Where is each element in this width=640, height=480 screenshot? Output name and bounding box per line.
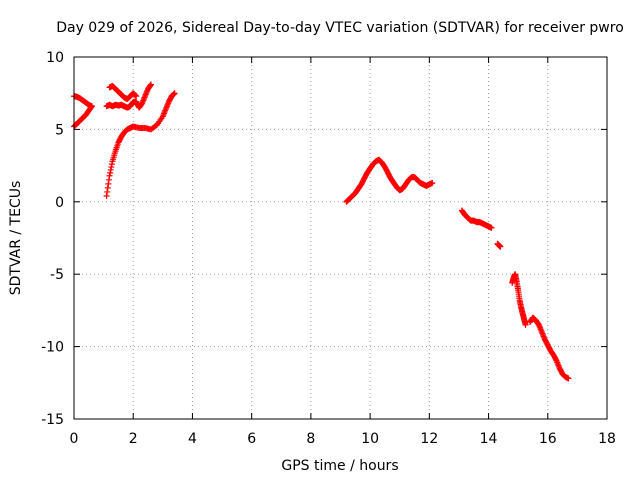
x-tick-label: 16 <box>539 431 557 447</box>
x-tick-labels: 0 2 4 6 8 10 12 14 16 18 <box>70 431 616 447</box>
series-arc-1 <box>71 93 95 110</box>
x-tick-label: 10 <box>361 431 379 447</box>
chart-title: Day 029 of 2026, Sidereal Day-to-day VTE… <box>56 20 624 36</box>
x-axis-label: GPS time / hours <box>281 458 398 474</box>
data-point <box>171 90 178 97</box>
series-arc-5 <box>103 90 178 200</box>
y-tick-label: -5 <box>50 267 64 283</box>
grid <box>74 57 607 419</box>
series-arc-6 <box>343 156 436 205</box>
data-point <box>522 321 529 328</box>
y-tick-label: 10 <box>46 50 64 66</box>
data-point <box>488 224 495 231</box>
data-point <box>133 93 140 100</box>
y-tick-labels: -15 -10 -5 0 5 10 <box>41 50 64 428</box>
x-tick-label: 6 <box>247 431 256 447</box>
series-arc-8 <box>494 240 504 250</box>
series-arc-10 <box>527 314 572 382</box>
x-tick-label: 4 <box>188 431 197 447</box>
data-point <box>147 81 154 88</box>
y-tick-label: -15 <box>41 412 64 428</box>
x-tick-label: 12 <box>420 431 438 447</box>
x-tick-label: 0 <box>70 431 79 447</box>
plot-frame <box>73 56 608 420</box>
data-point <box>88 103 95 110</box>
y-tick-label: 0 <box>55 195 64 211</box>
y-tick-label: -10 <box>41 340 64 356</box>
data-point <box>565 375 572 382</box>
x-tick-label: 18 <box>598 431 616 447</box>
x-tick-label: 8 <box>306 431 315 447</box>
y-axis-label: SDTVAR / TECUs <box>8 181 24 296</box>
data-point <box>429 179 436 186</box>
series-arc-4 <box>106 82 140 102</box>
series-arc-3 <box>103 81 154 111</box>
y-tick-label: 5 <box>55 122 64 138</box>
x-tick-label: 14 <box>480 431 498 447</box>
axis-ticks <box>73 56 608 420</box>
series-arc-7 <box>458 207 495 231</box>
series-arc-2 <box>71 103 95 130</box>
series-arc-9 <box>509 271 529 328</box>
data-point <box>497 243 504 250</box>
data-points <box>71 81 572 382</box>
x-tick-label: 2 <box>129 431 138 447</box>
